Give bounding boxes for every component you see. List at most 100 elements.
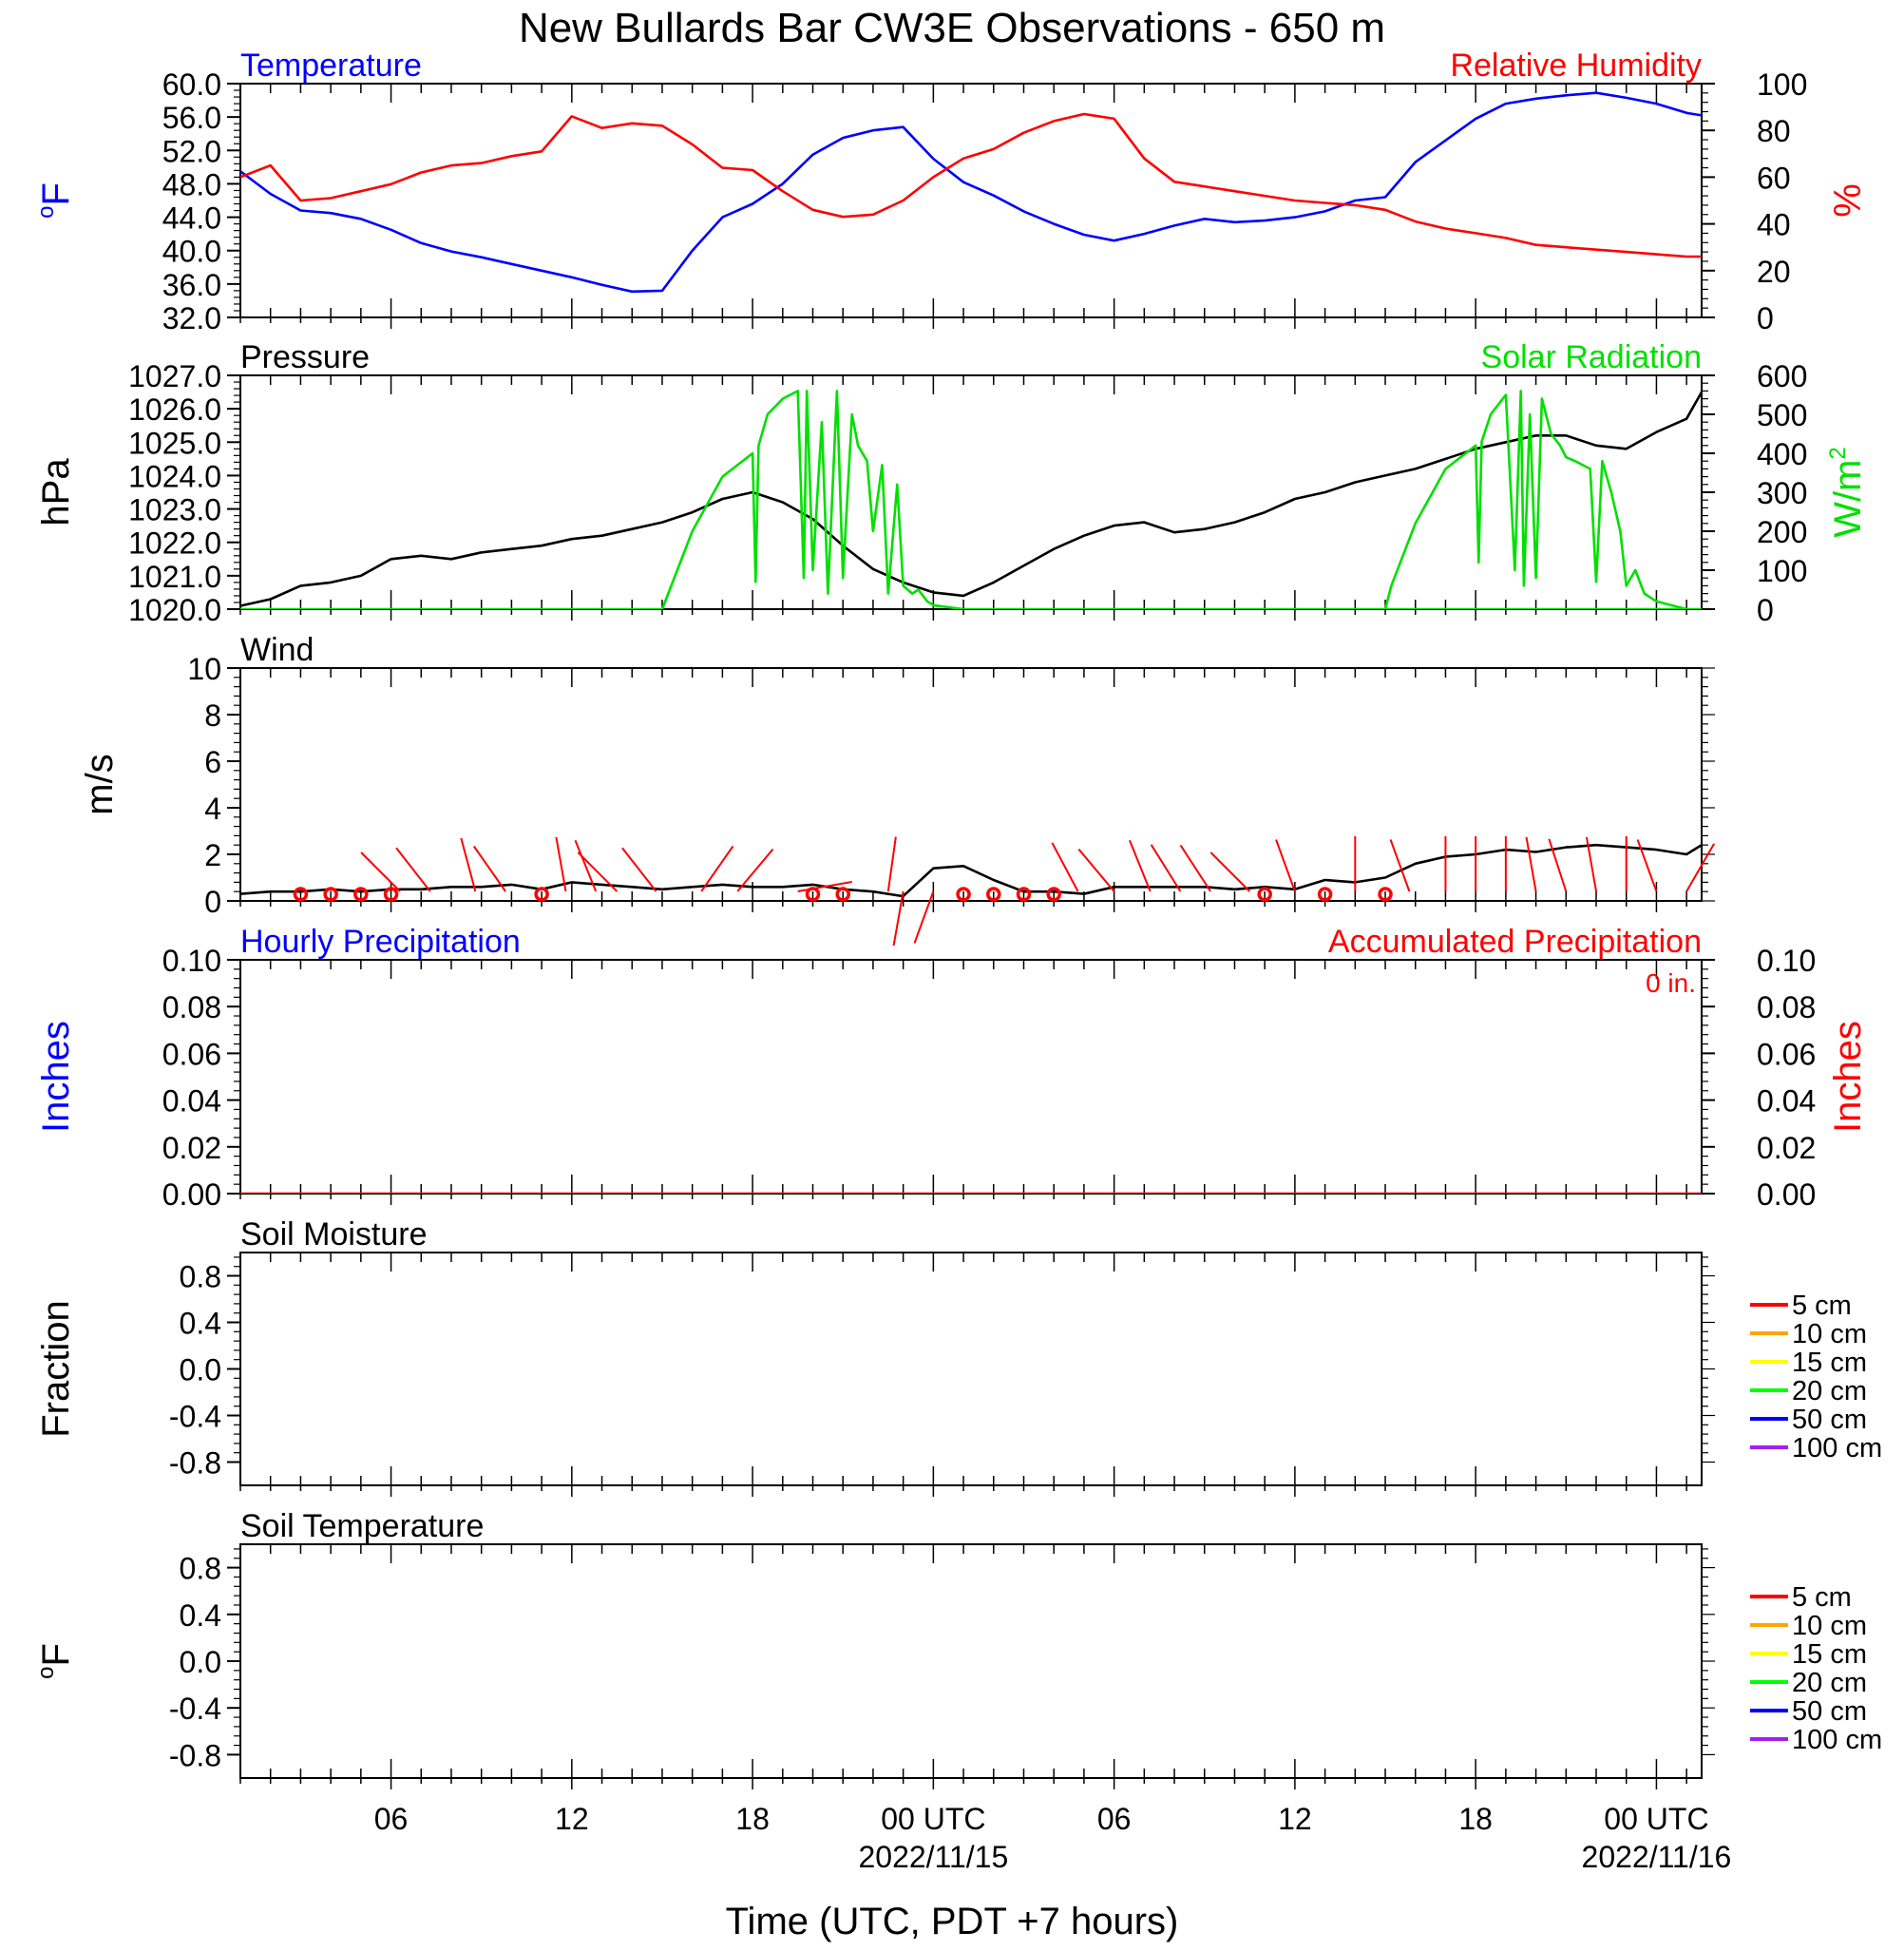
y-tick-label: 0 (204, 885, 221, 919)
panel-soil-temperature: -0.8 -0.4 0.0 0.4 0.8 Soil Temperature 5 cm10 … (169, 1508, 1882, 1789)
y-tick-label: 0.8 (180, 1260, 221, 1294)
y-right-tick-label: 0.08 (1757, 990, 1816, 1024)
y-right-tick-label: 0.06 (1757, 1037, 1816, 1071)
y-right-tick-label: 600 (1757, 359, 1807, 393)
legend-label: 20 cm (1792, 1376, 1867, 1406)
y-tick-label: 0.8 (180, 1552, 221, 1586)
calm-wind-marker (805, 887, 821, 902)
y-tick-label: 0.04 (162, 1084, 221, 1119)
legend-label: 15 cm (1792, 1639, 1867, 1670)
wind-barb (555, 836, 567, 892)
y-tick-label: 0.00 (162, 1177, 221, 1212)
calm-wind-marker (986, 887, 1001, 902)
y-tick-label: 32.0 (162, 301, 221, 335)
y-tick-label: 1022.0 (128, 526, 221, 561)
y-right-tick-label: 0 (1757, 593, 1774, 627)
panel-left-title: Pressure (240, 339, 370, 375)
panel-left-title: Soil Temperature (240, 1508, 484, 1544)
wind-barb (1389, 839, 1411, 892)
y-tick-label: -0.4 (169, 1400, 221, 1434)
y-tick-label: 0.0 (180, 1645, 221, 1679)
calm-wind-marker (1317, 887, 1333, 902)
y-tick-label: -0.4 (169, 1692, 221, 1726)
precip-total-annotation: 0 in. (1646, 968, 1696, 998)
calm-wind-marker (534, 887, 549, 902)
panel-left-title: Temperature (240, 48, 422, 84)
wind-barb (360, 851, 401, 892)
y-tick-label: 6 (204, 745, 221, 779)
wind-barb (886, 836, 897, 892)
plot-frame (239, 83, 1703, 318)
y-tick-label: 1021.0 (128, 560, 221, 594)
wind-barb (1179, 844, 1211, 892)
y-tick-label: 52.0 (162, 134, 221, 168)
legend-label: 15 cm (1792, 1348, 1867, 1378)
panel-right-title: Accumulated Precipitation (1328, 924, 1702, 960)
y-right-tick-label: 60 (1757, 161, 1791, 195)
y-tick-label: 8 (204, 698, 221, 733)
panel-left-title: Hourly Precipitation (240, 924, 521, 960)
y-tick-label: 0.0 (180, 1353, 221, 1387)
svg-text:Inches: Inches (35, 1021, 77, 1133)
calm-wind-marker (323, 887, 338, 902)
y-tick-label: 2 (204, 838, 221, 872)
legend-label: 10 cm (1792, 1611, 1867, 1641)
y-tick-label: 1020.0 (128, 593, 221, 627)
wind-barb (1275, 839, 1296, 892)
x-tick-label: 18 (735, 1802, 770, 1836)
wind-barb (1685, 843, 1716, 892)
y-tick-label: 36.0 (162, 268, 221, 302)
series-wind-line (240, 843, 1702, 898)
svg-text:oF: oF (33, 1643, 77, 1679)
wind-barb (621, 847, 657, 892)
wind-barb (700, 845, 734, 892)
svg-text:Fraction: Fraction (35, 1300, 77, 1438)
y-tick-label: 0.02 (162, 1131, 221, 1165)
calm-wind-marker (1257, 887, 1272, 902)
panel-pressure-solar: 1020.01021.01022.01023.01024.01025.01026… (128, 339, 1807, 627)
wind-barb (577, 851, 619, 892)
wind-barb (913, 890, 935, 944)
series-solar-radiation-day-2--line (1383, 390, 1687, 609)
series-relative-humidity-line (240, 112, 1702, 258)
calm-wind-marker (956, 887, 971, 902)
x-tick-label: 06 (1097, 1802, 1132, 1836)
legend-label: 50 cm (1792, 1696, 1867, 1727)
calm-wind-marker (293, 887, 309, 902)
y-tick-label: 0.4 (180, 1598, 221, 1633)
wind-barb (797, 880, 852, 892)
y-right-tick-label: 400 (1757, 437, 1807, 471)
y-tick-label: 1027.0 (128, 359, 221, 393)
y-right-tick-label: 0.10 (1757, 944, 1816, 978)
x-tick-label: 00 UTC (881, 1802, 985, 1836)
y-tick-label: -0.8 (169, 1446, 221, 1481)
y-axis-label-left: oF (33, 1643, 77, 1679)
y-right-tick-label: 200 (1757, 515, 1807, 549)
y-tick-label: 1024.0 (128, 459, 221, 493)
y-tick-label: 0.06 (162, 1037, 221, 1071)
x-axis-labels: 06 12 18 00 UTC 2022/11/15 06 12 18 00 UTC 2022/1… (374, 1802, 1732, 1874)
y-tick-label: 56.0 (162, 101, 221, 135)
y-right-tick-label: 100 (1757, 554, 1807, 588)
legend-label: 100 cm (1792, 1725, 1882, 1755)
plot-frame (239, 1252, 1703, 1486)
y-right-tick-label: 80 (1757, 114, 1791, 148)
svg-text:m/s: m/s (79, 754, 121, 814)
plot-frame (239, 1543, 1703, 1779)
y-tick-label: 48.0 (162, 167, 221, 201)
panel-right-title: Solar Radiation (1481, 339, 1702, 375)
wind-barb (1150, 844, 1182, 892)
panel-right-title: Relative Humidity (1450, 48, 1702, 84)
wind-barb (1548, 838, 1568, 892)
svg-text:hPa: hPa (35, 458, 77, 526)
wind-barb (1209, 851, 1251, 892)
plot-frame (239, 959, 1703, 1195)
x-tick-label: 12 (555, 1802, 589, 1836)
calm-wind-marker (1378, 887, 1393, 902)
legend-label: 10 cm (1792, 1319, 1867, 1349)
calm-wind-marker (1046, 887, 1061, 902)
wind-barb (1051, 842, 1079, 892)
panel-temp-rh: 32.036.040.044.048.052.056.060.0 0 20 40 60 8… (162, 48, 1808, 335)
svg-text:%: % (1827, 183, 1869, 218)
